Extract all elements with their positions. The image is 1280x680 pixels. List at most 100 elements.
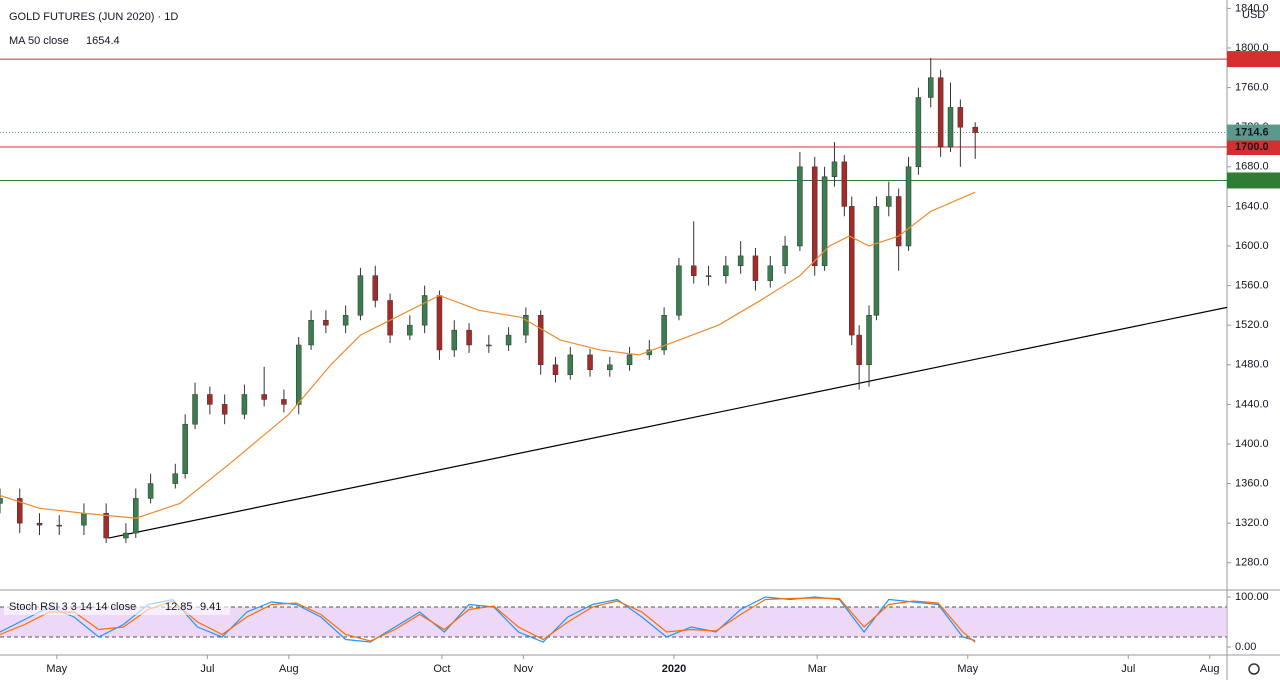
y-tick-label: 1520.0	[1235, 319, 1269, 331]
last-price-box	[1227, 124, 1280, 141]
x-tick-label: May	[957, 663, 978, 675]
y-tick-label: 1480.0	[1235, 359, 1269, 371]
candle-body	[172, 473, 179, 484]
y-tick-label: 1440.0	[1235, 398, 1269, 410]
currency: USD	[1242, 9, 1265, 21]
stoch-legend-value: 12.85	[165, 601, 193, 613]
candle-body	[295, 344, 302, 405]
candle-body	[221, 404, 228, 415]
candle-body	[147, 483, 154, 499]
x-tick-label: 2020	[662, 663, 686, 675]
candle-body	[848, 206, 855, 336]
candle-body	[387, 300, 393, 336]
candle-body	[486, 344, 492, 347]
candle-body	[505, 334, 512, 346]
candle-body	[821, 176, 828, 267]
candle-body	[523, 315, 529, 336]
candle-body	[466, 329, 472, 346]
candle-body	[767, 265, 774, 281]
last-price-label: 1714.6	[1235, 126, 1269, 138]
x-tick-label: Nov	[514, 663, 534, 675]
candle-body	[705, 275, 712, 277]
candle-body	[886, 196, 892, 207]
candle-body	[36, 522, 43, 526]
x-tick-label: Mar	[808, 663, 827, 675]
candle-body	[782, 245, 788, 267]
candle-body	[56, 524, 63, 527]
candle-body	[797, 166, 803, 247]
y-tick-label: 1560.0	[1235, 280, 1269, 292]
candle-body	[537, 315, 544, 366]
y-tick-label: 1600.0	[1235, 240, 1269, 252]
candle-body	[133, 498, 139, 534]
candle-body	[661, 315, 667, 351]
trendline	[108, 306, 1228, 539]
x-tick-label: Aug	[1200, 663, 1220, 675]
candle-body	[81, 513, 87, 526]
candle-body	[182, 423, 188, 474]
level-label-box	[1227, 51, 1280, 68]
y-tick-label: 1640.0	[1235, 200, 1269, 212]
stoch-legend-value: 9.41	[200, 601, 221, 613]
candle-body	[261, 394, 267, 400]
candle-body	[690, 265, 697, 276]
y-tick-label: 1680.0	[1235, 161, 1269, 173]
candle-body	[752, 255, 759, 281]
candle-body	[357, 275, 364, 316]
y-tick-label: 1360.0	[1235, 477, 1269, 489]
pane-title: Stoch RSI 3 3 14 14 close	[9, 601, 136, 613]
candle-body	[937, 77, 944, 148]
candle-body	[103, 513, 109, 539]
candle-body	[207, 394, 213, 405]
candle-body	[0, 498, 3, 504]
x-tick-label: Jul	[1121, 663, 1135, 675]
candle-body	[927, 77, 934, 98]
level-label: 1700.0	[1235, 141, 1269, 153]
y-tick-label: 0.00	[1235, 641, 1256, 653]
legend-bg	[4, 599, 230, 615]
candle-body	[241, 394, 248, 415]
candle-body	[281, 399, 287, 405]
candle-body	[436, 295, 443, 351]
candle-body	[372, 275, 379, 301]
candle-body	[421, 295, 428, 326]
candle-body	[972, 126, 978, 133]
candle-body	[905, 166, 912, 247]
candle-body	[831, 161, 838, 177]
y-tick-label: 1800.0	[1235, 42, 1269, 54]
candle-body	[567, 354, 574, 375]
candle-body	[552, 364, 559, 375]
candle-body	[873, 206, 880, 316]
y-tick-label: 1840.0	[1235, 2, 1269, 14]
ma-legend-value: 1654.4	[86, 35, 120, 47]
candle-body	[407, 324, 413, 336]
y-tick-label: 100.00	[1235, 591, 1269, 603]
ma-legend-name: MA 50 close	[9, 35, 69, 47]
candle-body	[866, 315, 872, 366]
x-tick-label: May	[46, 663, 67, 675]
settings-icon[interactable]	[1248, 663, 1260, 675]
candle-body	[957, 107, 964, 128]
candle-body	[737, 255, 744, 267]
candle-body	[587, 354, 593, 370]
candle-body	[123, 532, 129, 539]
level-label-box	[1227, 139, 1280, 156]
candle-body	[841, 161, 848, 207]
candle-body	[192, 394, 198, 425]
candle-body	[723, 265, 729, 276]
candle-body	[626, 354, 633, 366]
candle-body	[947, 107, 954, 148]
candle-body	[915, 97, 922, 168]
candle-body	[811, 166, 818, 267]
x-tick-label: Aug	[279, 663, 299, 675]
y-tick-label: 1760.0	[1235, 82, 1269, 94]
candle-body	[308, 319, 314, 346]
x-tick-label: Oct	[433, 663, 450, 675]
y-tick-label: 1320.0	[1235, 517, 1269, 529]
y-tick-label: 1280.0	[1235, 557, 1269, 569]
level-label-box	[1227, 172, 1280, 189]
candle-body	[607, 364, 613, 370]
chart-title: GOLD FUTURES (JUN 2020) · 1D	[9, 11, 178, 23]
